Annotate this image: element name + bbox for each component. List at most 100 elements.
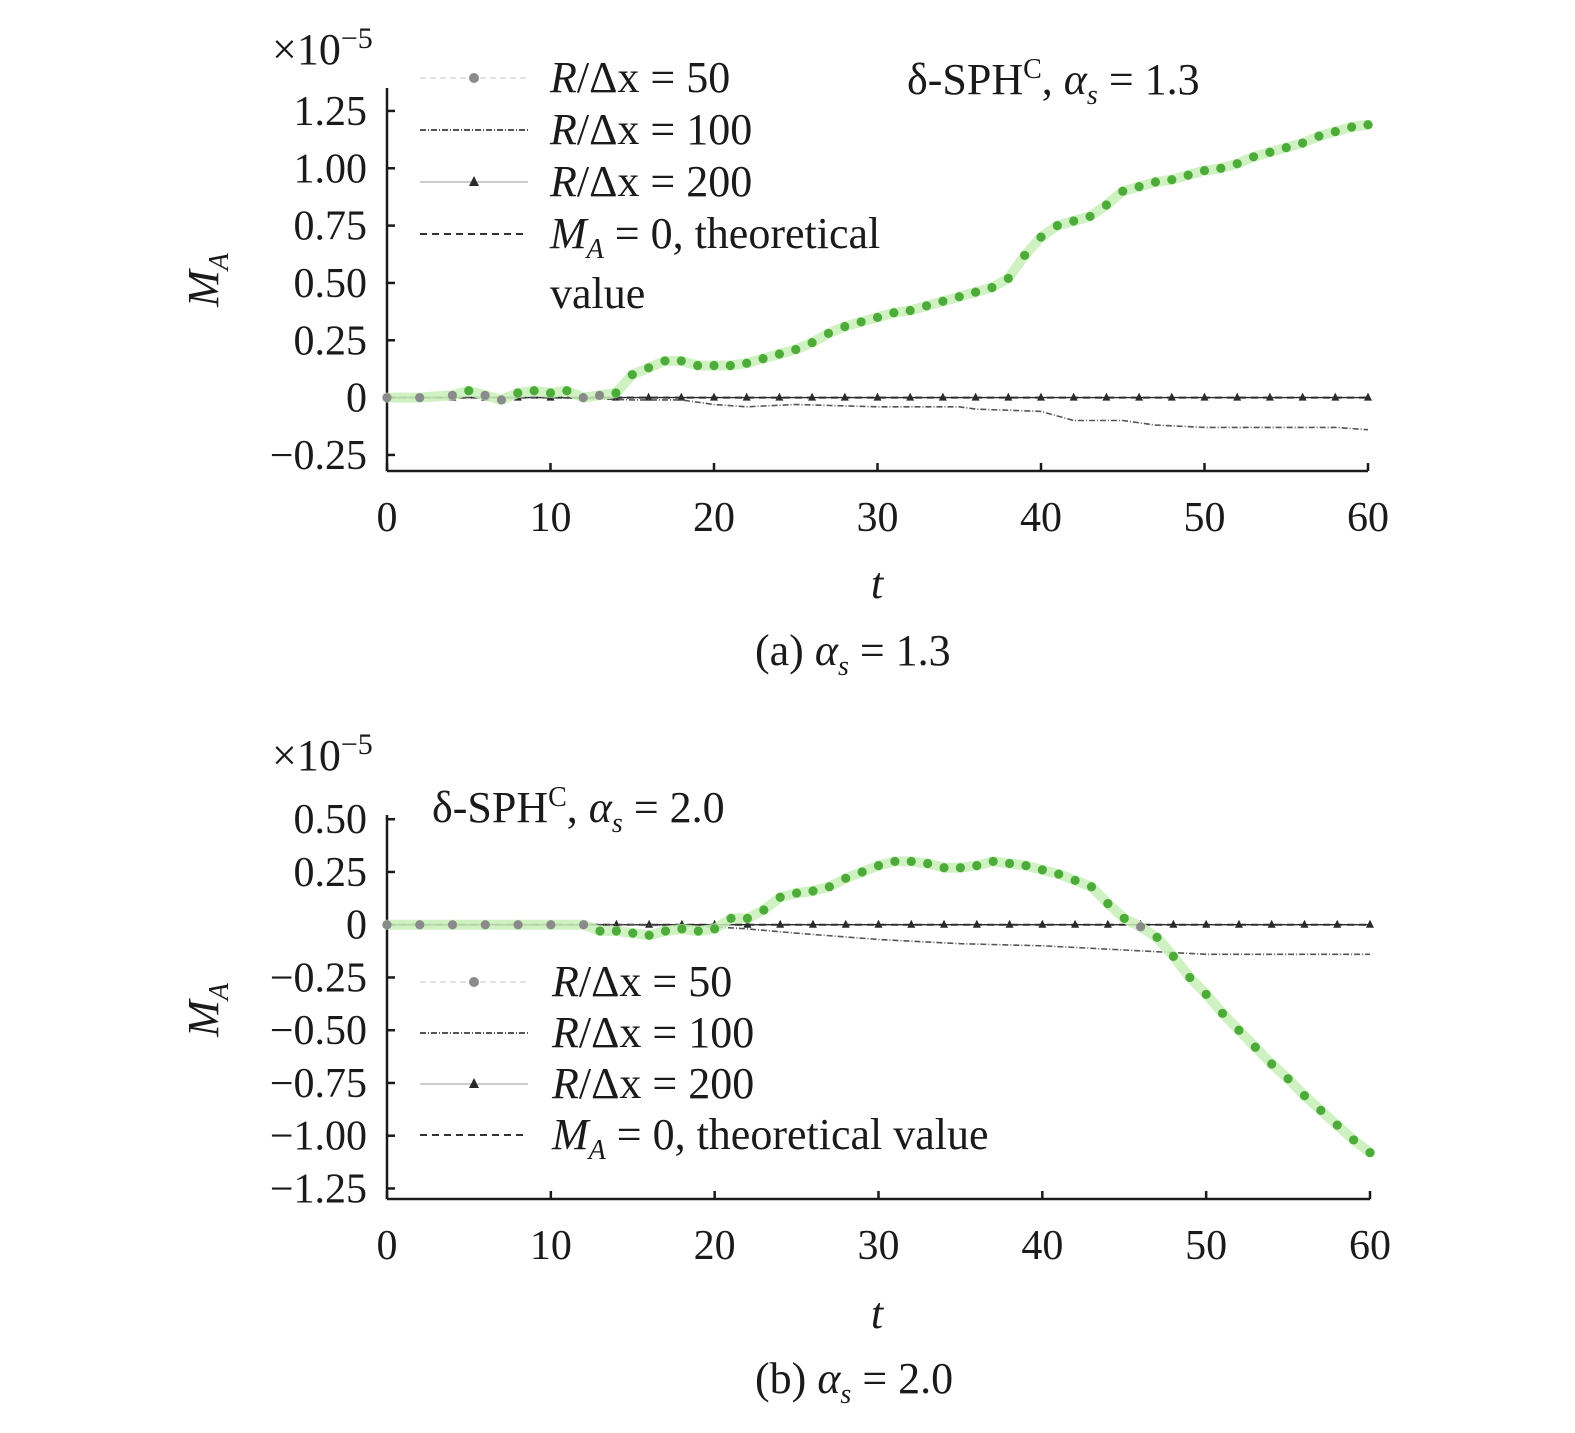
- x-tick-label: 40: [1020, 495, 1062, 541]
- legend-var: R: [549, 53, 577, 102]
- y-tick-label: 0.50: [294, 797, 368, 843]
- x-tick-label: 40: [1021, 1223, 1063, 1269]
- series-r200-point: [1069, 392, 1078, 401]
- series-r50-point: [1070, 875, 1080, 886]
- legend-entry: R/Δx = 100: [549, 105, 752, 154]
- series-r50-point: [1086, 882, 1097, 892]
- series-r50-point: [1234, 1025, 1244, 1035]
- series-r200-point: [1135, 392, 1144, 401]
- caption-value: = 2.0: [851, 1354, 953, 1403]
- legend-var-sub: A: [587, 1135, 607, 1166]
- series-r200-point: [841, 919, 850, 928]
- series-r50-point: [939, 863, 949, 873]
- series-r50-point: [579, 920, 589, 930]
- series-r50-point: [890, 856, 900, 867]
- y-label-sub: A: [204, 252, 235, 272]
- series-r50-point: [841, 873, 851, 883]
- series-r50-point: [693, 360, 703, 371]
- method-annotation: δ-SPHC, αs = 1.3: [907, 54, 1200, 111]
- panel-caption: (a) αs = 1.3: [755, 626, 951, 682]
- series-r200-point: [1102, 392, 1111, 401]
- series-r50-point: [988, 856, 998, 867]
- series-r200-point: [1005, 919, 1014, 928]
- method-annotation: δ-SPHC, αs = 2.0: [432, 782, 725, 839]
- annotation-value: = 2.0: [623, 783, 725, 832]
- series-r200-point: [677, 392, 686, 401]
- series-r200-point: [1202, 919, 1211, 928]
- legend-entry: R/Δx = 200: [551, 1059, 754, 1108]
- series-r50-point: [1217, 1008, 1228, 1018]
- series-r200-point: [874, 919, 883, 928]
- series-r50-point: [1330, 126, 1340, 137]
- series-r50-point: [791, 344, 801, 355]
- series-r200-point: [906, 392, 915, 401]
- series-r200-point: [1169, 919, 1178, 928]
- x-tick-label: 60: [1349, 1223, 1391, 1269]
- series-r50-point: [1136, 922, 1146, 932]
- series-r200-point: [938, 392, 947, 401]
- series-r50-point: [545, 388, 556, 398]
- series-r50-point: [1216, 163, 1226, 173]
- series-r50-point: [415, 393, 425, 403]
- series-r50-point: [726, 913, 736, 923]
- x-tick-label: 50: [1184, 495, 1226, 541]
- series-r200-point: [742, 392, 751, 401]
- series-r50-point: [1020, 250, 1030, 261]
- legend-entry: R/Δx = 50: [551, 957, 732, 1006]
- panel-caption: (b) αs = 2.0: [755, 1354, 953, 1410]
- series-r50-point: [938, 296, 948, 306]
- series-r50-point: [611, 388, 621, 398]
- annotation-param-sub: s: [612, 808, 623, 839]
- series-r50-point: [823, 328, 834, 338]
- x-axis-label: t: [871, 559, 885, 608]
- series-r200-point: [1103, 919, 1112, 928]
- series-r200-point: [776, 919, 785, 928]
- series-r50-point: [987, 282, 997, 293]
- x-tick-label: 20: [694, 1223, 736, 1269]
- caption-value: = 1.3: [849, 626, 951, 675]
- x-tick-label: 0: [377, 495, 398, 541]
- scale-exponent: −5: [341, 728, 373, 761]
- series-r50-point: [611, 926, 621, 936]
- series-r200-point: [1298, 392, 1307, 401]
- y-label-main: M: [179, 998, 228, 1038]
- series-r50-point: [774, 349, 785, 359]
- y-label-sub: A: [204, 982, 235, 1002]
- series-r50-point: [873, 861, 884, 871]
- series-r50-point: [906, 856, 916, 867]
- series-r200-point: [808, 392, 817, 401]
- series-r50-point: [1134, 182, 1144, 192]
- series-r200-point: [1331, 392, 1340, 401]
- series-r50-point: [742, 913, 753, 923]
- annotation-sep: ,: [567, 783, 589, 832]
- series-r200-point: [808, 919, 817, 928]
- series-r50-point: [710, 924, 720, 934]
- legend-text: /Δx = 200: [577, 157, 752, 206]
- series-r200-point: [1167, 392, 1176, 401]
- series-r50-point: [1314, 131, 1324, 141]
- series-r50-point: [1118, 186, 1128, 196]
- series-r200-point: [1200, 392, 1209, 401]
- chart-panel-b: 0 10 20 30 40 50 60 −1.25 −1.00 −0.75 −0.50 −0.25 0 0…: [179, 728, 1391, 1410]
- series-r50-point: [1265, 147, 1275, 157]
- y-tick-label: −0.25: [270, 433, 367, 479]
- series-r50-point: [972, 861, 982, 871]
- legend-var: R: [551, 1008, 579, 1057]
- y-tick-label: 0.25: [294, 850, 368, 896]
- series-r50-point: [382, 920, 392, 930]
- series-r50-point: [480, 390, 490, 400]
- series-r50-point: [1037, 865, 1047, 875]
- x-tick-label: 30: [858, 1223, 900, 1269]
- legend-text: = 0, theoretical value: [606, 1110, 989, 1159]
- series-r50-point: [742, 358, 752, 368]
- annotation-sup: C: [1023, 54, 1042, 85]
- series-r50-point: [513, 920, 523, 930]
- series-r50-point: [889, 308, 899, 318]
- series-r50-point: [1199, 165, 1210, 176]
- y-tick-label: 0.75: [294, 204, 368, 250]
- series-r50-point: [1150, 177, 1161, 187]
- series-r50-point: [791, 888, 802, 898]
- annotation-param-sub: s: [1087, 80, 1098, 111]
- chart-panel-a: 0 10 20 30 40 50 60−0.2500.250.500.751.001.25×…: [179, 22, 1389, 682]
- y-axis-label: MA: [179, 252, 235, 308]
